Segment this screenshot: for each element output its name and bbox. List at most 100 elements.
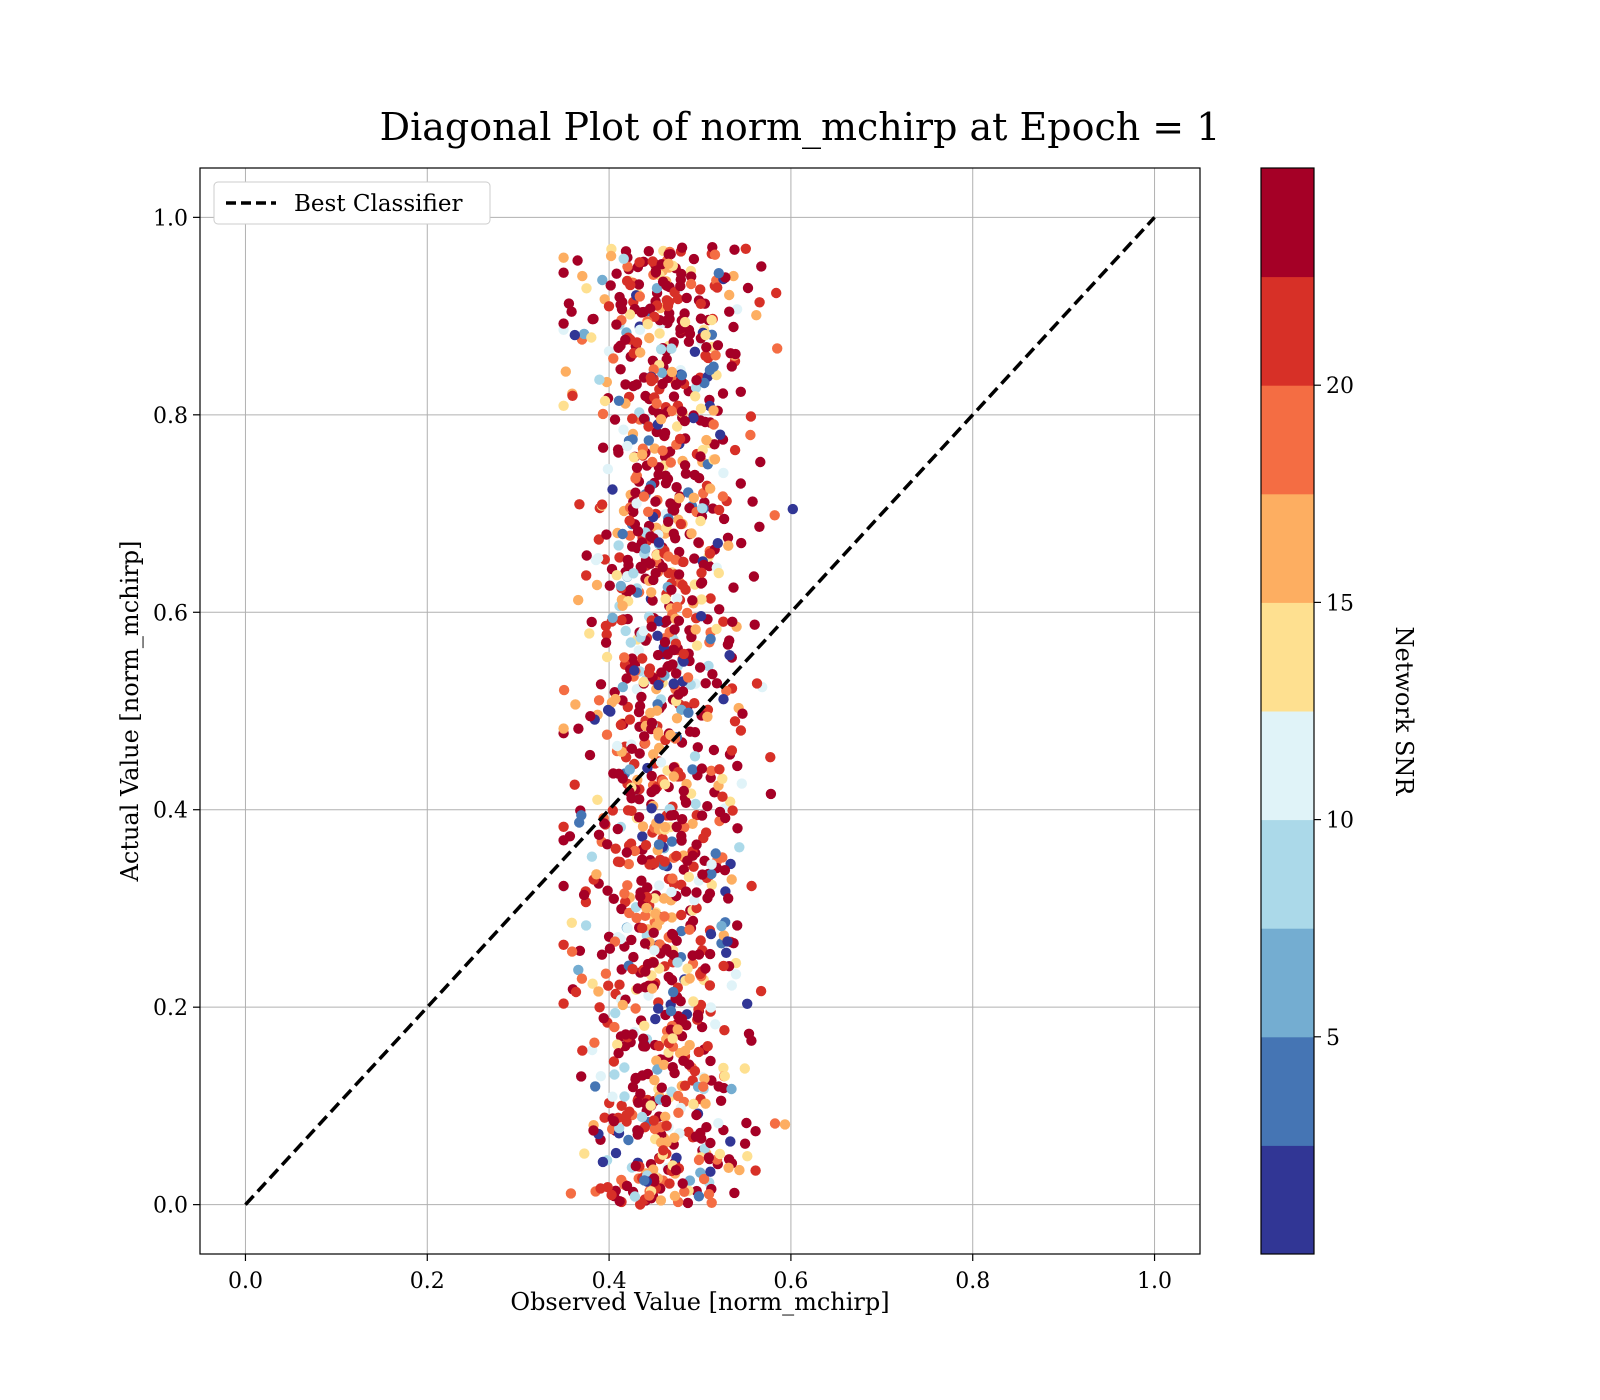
data-point (566, 917, 577, 928)
data-point (666, 366, 678, 378)
colorbar-ticks: 5 10 15 20 (1314, 374, 1354, 1051)
data-point (690, 1131, 702, 1142)
data-point (640, 543, 651, 554)
x-tick-label: 0.0 (228, 1269, 263, 1294)
data-point (704, 980, 716, 991)
data-point (581, 570, 592, 581)
data-point (577, 1045, 588, 1056)
data-point (692, 742, 703, 753)
x-tick-label: 0.2 (410, 1269, 445, 1294)
data-point (570, 986, 582, 998)
data-point (695, 935, 706, 946)
data-point (695, 451, 706, 462)
data-point (657, 276, 669, 287)
data-point (687, 764, 698, 775)
data-point (682, 963, 693, 974)
data-point (659, 636, 671, 648)
data-point (678, 648, 689, 660)
data-point (729, 244, 740, 255)
data-point (667, 1062, 678, 1073)
data-point (638, 625, 649, 637)
data-point (676, 406, 688, 417)
colorbar-tick-label: 10 (1326, 809, 1354, 834)
data-point (625, 637, 636, 648)
data-point (712, 538, 723, 549)
data-point (630, 1074, 641, 1085)
chart-title: Diagonal Plot of norm_mchirp at Epoch = … (380, 105, 1221, 150)
data-point (636, 307, 647, 318)
data-point (669, 1132, 680, 1144)
data-point (649, 443, 660, 454)
data-point (695, 611, 707, 622)
data-point (680, 468, 692, 479)
data-point (695, 403, 707, 414)
data-point (665, 729, 676, 741)
data-point (656, 1082, 667, 1093)
data-point (723, 893, 734, 904)
data-point (639, 731, 650, 742)
data-point (611, 268, 622, 279)
data-point (688, 253, 700, 265)
data-point (599, 1112, 610, 1123)
data-point (675, 518, 687, 530)
data-point (647, 595, 658, 606)
data-point (617, 773, 628, 784)
data-point (709, 439, 720, 450)
data-point (627, 1081, 639, 1093)
data-point (674, 493, 685, 504)
data-point (627, 413, 638, 424)
x-tick-label: 0.4 (592, 1269, 627, 1294)
data-point (601, 529, 612, 540)
data-point (628, 380, 639, 392)
data-point (633, 706, 645, 718)
data-point (703, 660, 714, 672)
data-point (596, 949, 608, 960)
data-point (603, 301, 615, 312)
data-point (765, 752, 776, 763)
data-point (645, 1100, 656, 1111)
data-point (681, 292, 692, 304)
data-point (705, 1137, 716, 1149)
data-point (717, 491, 729, 502)
data-point (604, 580, 615, 591)
data-point (711, 678, 723, 689)
data-point (605, 280, 616, 291)
data-point (680, 886, 692, 897)
data-point (646, 587, 657, 598)
data-point (749, 619, 760, 630)
data-point (650, 908, 661, 919)
data-point (643, 435, 654, 446)
data-point (674, 433, 686, 445)
data-point (618, 253, 629, 264)
data-point (716, 920, 727, 932)
data-point (672, 593, 683, 604)
data-point (745, 429, 756, 441)
data-point (769, 510, 780, 521)
data-point (650, 496, 661, 507)
data-point (703, 1152, 714, 1163)
data-point (728, 582, 739, 593)
best-classifier-dashed-line (244, 216, 1156, 1206)
data-point (680, 797, 692, 808)
data-point (613, 1048, 624, 1059)
data-point (602, 1182, 613, 1193)
data-point (671, 935, 682, 946)
data-point (640, 840, 652, 851)
data-point (748, 571, 760, 582)
data-point (677, 814, 688, 825)
data-point (596, 499, 608, 510)
data-point (649, 858, 660, 869)
data-point (612, 1039, 623, 1050)
data-point (697, 869, 708, 880)
data-point (737, 708, 748, 719)
data-point (713, 1081, 724, 1092)
data-point (602, 463, 614, 475)
data-point (567, 390, 578, 401)
data-point (751, 310, 762, 321)
data-point (699, 1073, 710, 1084)
data-point (614, 1196, 625, 1207)
data-point (666, 584, 677, 595)
data-point (682, 1197, 694, 1209)
data-point (660, 593, 671, 605)
data-point (584, 749, 596, 761)
